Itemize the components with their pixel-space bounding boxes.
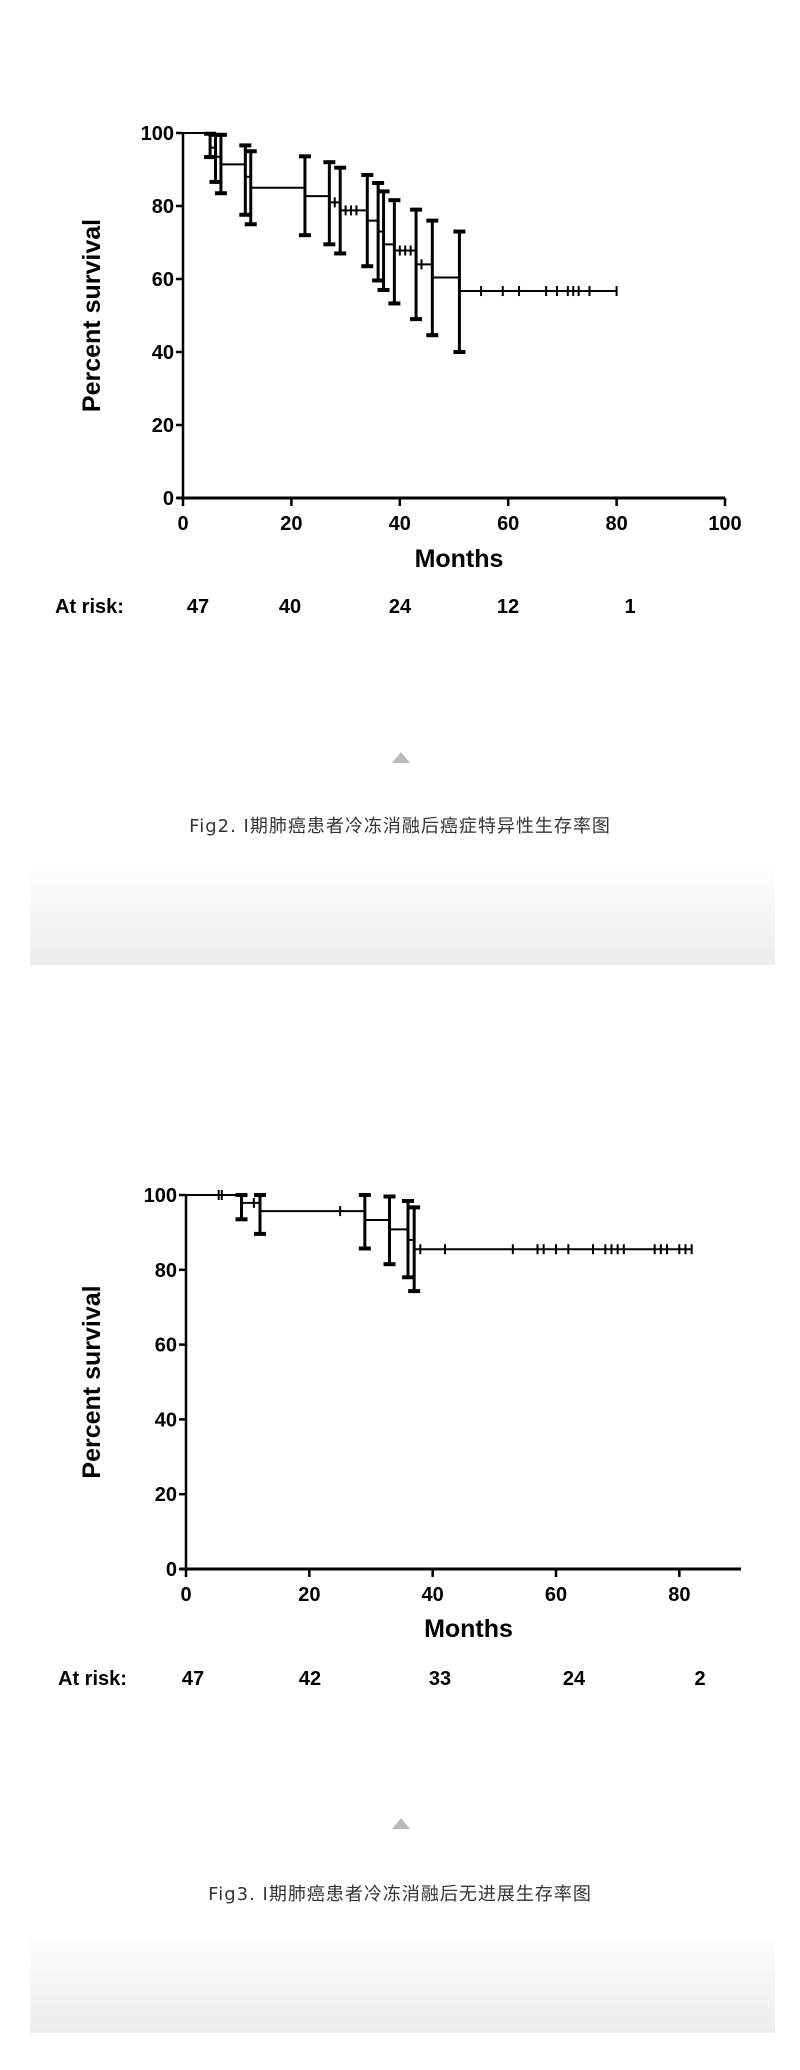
- y-tick-label: 0: [163, 488, 174, 510]
- at-risk-label: At risk:: [58, 1668, 127, 1690]
- at-risk-value: 42: [299, 1668, 321, 1690]
- x-tick-label: 40: [422, 1584, 444, 1606]
- x-tick-label: 20: [280, 513, 302, 535]
- y-tick-label: 60: [155, 1335, 177, 1357]
- x-tick-label: 40: [389, 513, 411, 535]
- at-risk-value: 33: [429, 1668, 451, 1690]
- at-risk-value: 24: [563, 1668, 586, 1690]
- figure-caption: Fig2. I期肺癌患者冷冻消融后癌症特异性生存率图: [189, 816, 611, 837]
- y-tick-label: 0: [166, 1559, 177, 1581]
- x-tick-label: 20: [298, 1584, 320, 1606]
- y-tick-label: 60: [152, 269, 174, 291]
- at-risk-value: 1: [624, 596, 635, 618]
- y-tick-label: 80: [155, 1260, 177, 1282]
- survival-chart-fig3: 0 20 40 60 80 100 0 20 40 60 80 Months Percent survi…: [58, 1185, 741, 1690]
- x-tick-label: 60: [497, 513, 519, 535]
- figure-caption: Fig3. I期肺癌患者冷冻消融后无进展生存率图: [208, 1884, 592, 1905]
- x-axis-label: Months: [415, 545, 504, 573]
- at-risk-value: 24: [389, 596, 412, 618]
- shade-panel: [30, 1929, 775, 2033]
- y-tick-label: 20: [152, 415, 174, 437]
- x-tick-label: 0: [180, 1584, 191, 1606]
- at-risk-value: 40: [279, 596, 301, 618]
- y-tick-label: 100: [144, 1185, 177, 1207]
- y-tick-label: 40: [152, 342, 174, 364]
- x-tick-label: 60: [545, 1584, 567, 1606]
- x-tick-label: 80: [605, 513, 627, 535]
- at-risk-value: 2: [694, 1668, 705, 1690]
- shade-panel: [30, 861, 775, 965]
- triangle-icon: [392, 752, 410, 763]
- y-axis-label: Percent survival: [78, 219, 106, 412]
- y-tick-label: 20: [155, 1484, 177, 1506]
- at-risk-value: 47: [187, 596, 209, 618]
- x-tick-label: 80: [668, 1584, 690, 1606]
- x-axis-label: Months: [424, 1615, 513, 1643]
- triangle-icon: [392, 1818, 410, 1829]
- x-tick-label: 100: [708, 513, 741, 535]
- survival-curve: [186, 1194, 692, 1251]
- at-risk-label: At risk:: [55, 596, 124, 618]
- y-tick-label: 100: [141, 123, 174, 145]
- y-axis-label: Percent survival: [78, 1285, 106, 1478]
- survival-curve: [183, 132, 617, 293]
- at-risk-value: 12: [497, 596, 519, 618]
- y-tick-label: 40: [155, 1409, 177, 1431]
- survival-chart-fig2: 0 20 40 60 80 100 0 20 40 60 80 100 Months Percent su…: [55, 123, 742, 618]
- at-risk-value: 47: [182, 1668, 204, 1690]
- x-tick-label: 0: [177, 513, 188, 535]
- y-tick-label: 80: [152, 196, 174, 218]
